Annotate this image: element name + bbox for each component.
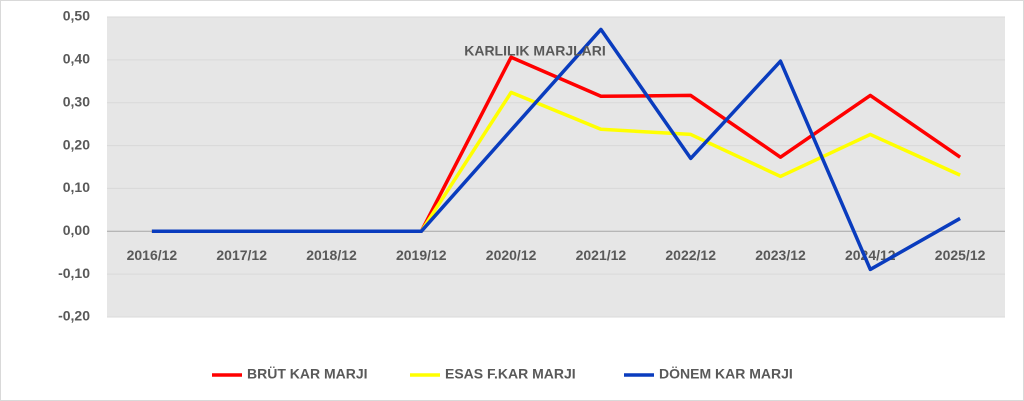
x-tick-label: 2021/12: [576, 247, 627, 263]
chart-title: KARLILIK MARJLARI: [464, 43, 606, 59]
plot-area: [107, 17, 1005, 317]
x-tick-label: 2023/12: [755, 247, 806, 263]
x-tick-label: 2022/12: [665, 247, 716, 263]
x-tick-label: 2024/12: [845, 247, 896, 263]
y-tick-label: 0,30: [63, 93, 90, 109]
legend-label: ESAS F.KAR MARJI: [445, 366, 576, 382]
y-tick-label: -0,10: [58, 265, 90, 281]
legend-label: DÖNEM KAR MARJI: [659, 366, 793, 382]
y-tick-label: 0,00: [63, 222, 90, 238]
x-tick-label: 2025/12: [935, 247, 986, 263]
data-line: [151, 27, 961, 272]
y-tick-label: 0,20: [63, 136, 90, 152]
x-tick-label: 2019/12: [396, 247, 447, 263]
x-tick-label: 2018/12: [306, 247, 357, 263]
x-tick-label: 2016/12: [127, 247, 178, 263]
y-tick-label: 0,40: [63, 51, 90, 67]
x-tick-label: 2020/12: [486, 247, 537, 263]
legend-label: BRÜT KAR MARJI: [247, 366, 368, 382]
y-tick-label: -0,20: [58, 308, 90, 324]
y-tick-label: 0,50: [63, 8, 90, 24]
y-tick-label: 0,10: [63, 179, 90, 195]
x-tick-label: 2017/12: [216, 247, 267, 263]
